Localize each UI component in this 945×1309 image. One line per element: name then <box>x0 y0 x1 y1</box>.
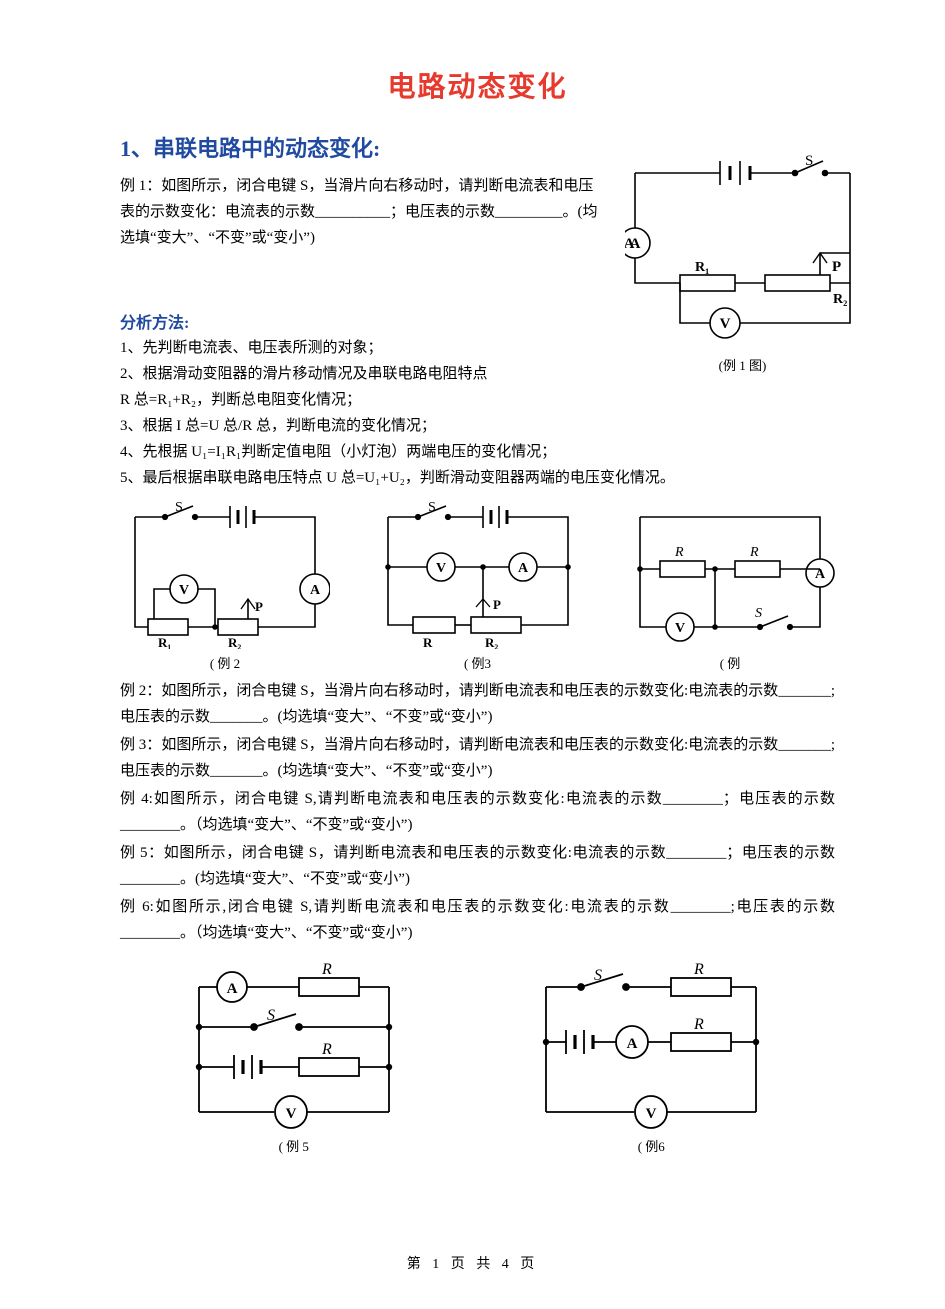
examples-paragraphs: 例 2：如图所示，闭合电键 S，当滑片向右移动时，请判断电流表和电压表的示数变化… <box>120 678 835 946</box>
label-s: S <box>428 500 436 515</box>
ammeter-label: A <box>517 561 528 576</box>
label-s: S <box>755 606 762 621</box>
example-1-text: 例 1：如图所示，闭合电键 S，当滑片向右移动时，请判断电流表和电压表的示数变化… <box>120 173 600 251</box>
ammeter-label: A <box>815 567 826 582</box>
voltmeter-label: V <box>646 1106 657 1122</box>
r-label2: R <box>749 545 759 560</box>
r1-label: R₁ <box>695 260 709 275</box>
figure-ex4-caption: ( 例 <box>625 653 835 672</box>
label-s: S <box>267 1007 275 1024</box>
p-label: P <box>493 597 501 612</box>
ammeter-label: A <box>627 1036 638 1052</box>
figure-ex2: S A V P R₁ R₂ ( 例 2 <box>120 499 330 672</box>
page: 电路动态变化 1、串联电路中的动态变化: 例 1：如图所示，闭合电键 S，当滑片… <box>0 0 945 1309</box>
figure-ex6: S R R A V ( 例6 <box>526 962 776 1155</box>
circuit-ex2: S A V P R₁ R₂ <box>120 499 330 649</box>
figure-ex5: A V R R S ( 例 5 <box>179 962 409 1155</box>
figure-ex5-caption: ( 例 5 <box>179 1136 409 1155</box>
label-s: S <box>175 500 183 515</box>
analysis-line: 5、最后根据串联电路电压特点 U 总=U₁+U₂，判断滑动变阻器两端的电压变化情… <box>120 465 835 491</box>
circuit-ex5: A V R R S <box>179 962 409 1132</box>
voltmeter-label: V <box>675 621 685 636</box>
figure-row-2: A V R R S ( 例 5 <box>120 962 835 1155</box>
figure-ex3-caption: ( 例3 <box>373 653 583 672</box>
figure-row-1: S A V P R₁ R₂ ( 例 2 <box>120 499 835 672</box>
label-s: S <box>805 153 813 169</box>
label-s: S <box>594 967 602 984</box>
ammeter-label: A <box>630 236 641 252</box>
analysis-line: R 总=R₁+R₂，判断总电阻变化情况； <box>120 387 835 413</box>
circuit-ex3: S A V P R R₂ <box>373 499 583 649</box>
page-footer: 第 1 页 共 4 页 <box>0 1253 945 1273</box>
voltmeter-label: V <box>435 561 445 576</box>
r-label: R <box>321 962 332 978</box>
example-6-text: 例 6:如图所示,闭合电键 S,请判断电流表和电压表的示数变化:电流表的示数__… <box>120 894 835 946</box>
r1-label: R₁ <box>158 635 171 649</box>
analysis-line: 3、根据 I 总=U 总/R 总，判断电流的变化情况； <box>120 413 835 439</box>
figure-ex1: S A A V R₁ P R₂ (例 1 图) <box>625 153 860 374</box>
circuit-ex1: S A A V R₁ P R₂ <box>625 153 860 348</box>
r-label: R <box>693 962 704 978</box>
analysis-line: 4、先根据 U₁=I₁R₁判断定值电阻（小灯泡）两端电压的变化情况； <box>120 439 835 465</box>
voltmeter-label: V <box>179 583 189 598</box>
ammeter-label: A <box>310 583 321 598</box>
voltmeter-label: V <box>285 1106 296 1122</box>
example-4-text: 例 4:如图所示，闭合电键 S,请判断电流表和电压表的示数变化:电流表的示数__… <box>120 786 835 838</box>
figure-ex2-caption: ( 例 2 <box>120 653 330 672</box>
example-5-text: 例 5：如图所示，闭合电键 S，请判断电流表和电压表的示数变化:电流表的示数__… <box>120 840 835 892</box>
figure-ex6-caption: ( 例6 <box>526 1136 776 1155</box>
ammeter-label: A <box>226 981 237 997</box>
example-2-text: 例 2：如图所示，闭合电键 S，当滑片向右移动时，请判断电流表和电压表的示数变化… <box>120 678 835 730</box>
r2-label: R₂ <box>833 292 847 307</box>
figure-ex3: S A V P R R₂ ( 例3 <box>373 499 583 672</box>
p-label: P <box>255 599 263 614</box>
r-label: R <box>423 635 433 649</box>
circuit-ex4: A V R R S <box>625 499 835 649</box>
example-1-block: 例 1：如图所示，闭合电键 S，当滑片向右移动时，请判断电流表和电压表的示数变化… <box>120 173 835 303</box>
r2-label: R₂ <box>228 635 241 649</box>
figure-ex1-caption: (例 1 图) <box>625 355 860 374</box>
r-label: R <box>674 545 684 560</box>
circuit-ex6: S R R A V <box>526 962 776 1132</box>
r2-label: R₂ <box>485 635 498 649</box>
voltmeter-label: V <box>720 316 731 332</box>
r-label2: R <box>321 1041 332 1058</box>
r-label2: R <box>693 1016 704 1033</box>
p-label: P <box>832 259 841 275</box>
example-3-text: 例 3：如图所示，闭合电键 S，当滑片向右移动时，请判断电流表和电压表的示数变化… <box>120 732 835 784</box>
doc-title: 电路动态变化 <box>120 65 835 105</box>
figure-ex4: A V R R S ( 例 <box>625 499 835 672</box>
